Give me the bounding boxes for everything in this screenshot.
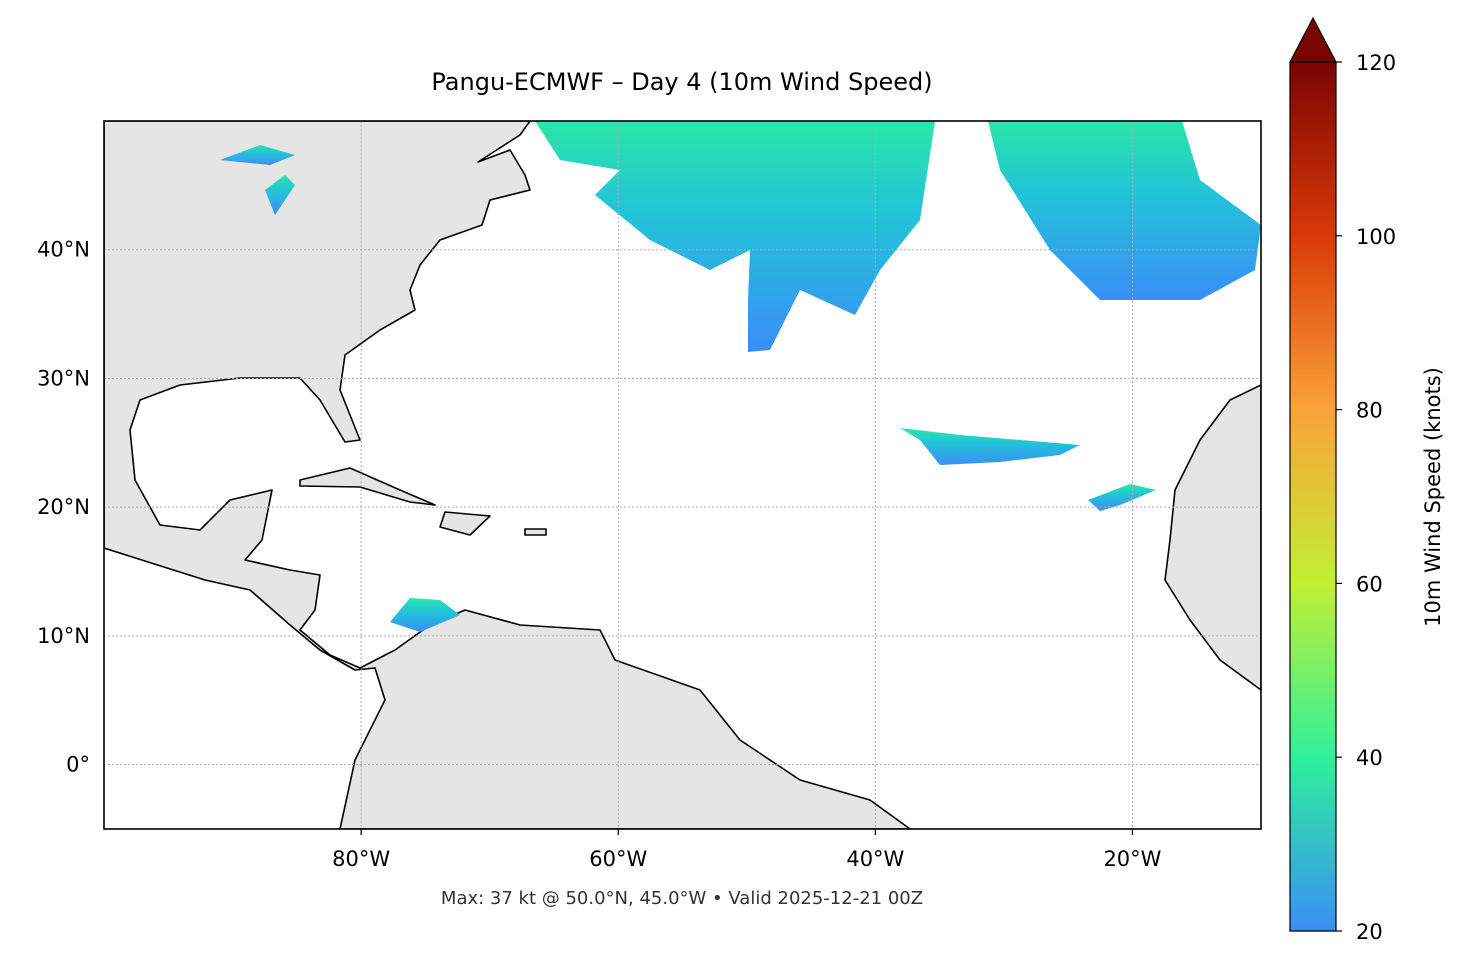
island — [299, 467, 436, 506]
y-tick-label: 0° — [66, 753, 90, 777]
wind-field — [265, 175, 295, 215]
wind-field — [535, 121, 935, 352]
x-tick-label: 20°W — [1103, 847, 1161, 871]
y-tick-label: 20°N — [37, 495, 90, 519]
y-tick-label: 30°N — [37, 366, 90, 390]
wind-field — [220, 145, 295, 165]
wind-field — [988, 121, 1261, 300]
map-title: Pangu-ECMWF – Day 4 (10m Wind Speed) — [431, 68, 932, 96]
island — [524, 528, 547, 536]
colorbar-tick-label: 120 — [1356, 51, 1396, 75]
x-tick-label: 40°W — [846, 847, 904, 871]
land — [1164, 384, 1261, 691]
colorbar-tick-label: 40 — [1356, 746, 1383, 770]
y-tick-label: 10°N — [37, 624, 90, 648]
wind-field — [390, 598, 460, 632]
colorbar-tick-label: 80 — [1356, 399, 1383, 423]
y-tick-label: 40°N — [37, 238, 90, 262]
island — [439, 511, 491, 536]
wind-field — [900, 428, 1080, 465]
wind-field — [1088, 484, 1156, 511]
map-area — [104, 121, 1261, 829]
x-tick-label: 80°W — [332, 847, 390, 871]
colorbar-tick-label: 60 — [1356, 572, 1383, 596]
x-tick-label: 60°W — [589, 847, 647, 871]
footer: Max: 37 kt @ 50.0°N, 45.0°W • Valid 2025… — [441, 888, 923, 909]
colorbar-tick-label: 100 — [1356, 225, 1396, 249]
colorbar-frame — [1289, 62, 1337, 932]
land — [104, 121, 911, 829]
map-frame — [103, 120, 1262, 830]
colorbar-label: 10m Wind Speed (knots) — [1421, 367, 1445, 627]
colorbar-extend — [1289, 16, 1337, 63]
colorbar-tick-label: 20 — [1356, 920, 1383, 944]
colorbar — [1290, 62, 1336, 931]
